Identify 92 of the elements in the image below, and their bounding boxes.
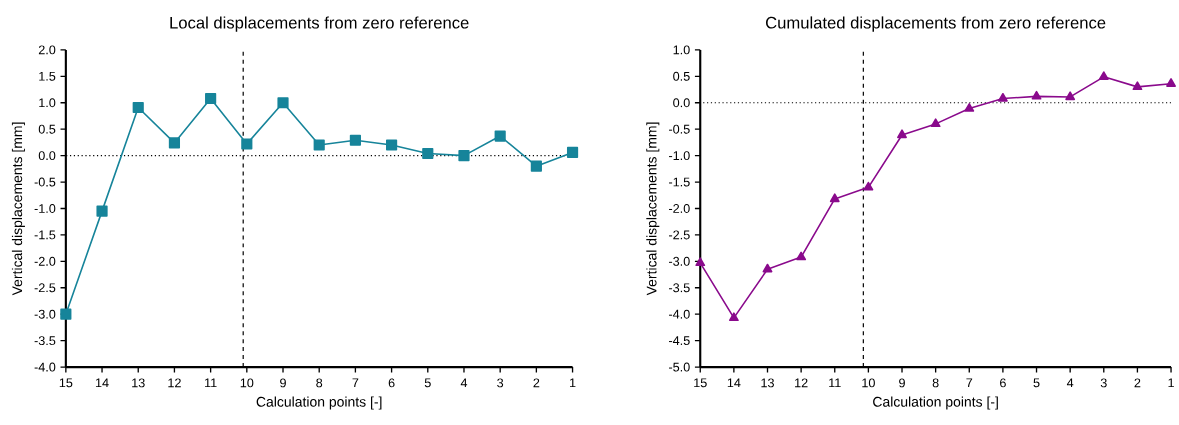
y-tick-label: -1.0 xyxy=(669,151,690,161)
point xyxy=(96,205,108,217)
y-tick-label: 0.5 xyxy=(673,71,690,81)
point xyxy=(762,263,773,273)
y-tick-label: -3.5 xyxy=(669,283,690,293)
x-tick-label: 11 xyxy=(205,378,217,388)
x-tick-label: 3 xyxy=(1100,378,1107,388)
point xyxy=(530,160,542,172)
y-tick-label: -1.5 xyxy=(669,177,690,187)
x-tick-label: 2 xyxy=(1134,378,1141,388)
x-tick-label: 5 xyxy=(424,378,431,388)
point xyxy=(796,251,807,261)
y-tick-label: -3.0 xyxy=(669,256,690,266)
y-tick-label: -4.5 xyxy=(669,336,690,346)
point xyxy=(930,118,941,128)
x-tick-label: 8 xyxy=(316,378,323,388)
chart-title: Cumulated displacements from zero reference xyxy=(766,16,1106,32)
point xyxy=(1132,81,1143,91)
x-tick-label: 5 xyxy=(1033,378,1040,388)
y-tick-label: -1.5 xyxy=(34,230,56,240)
x-axis-title: Calculation points [-] xyxy=(256,396,382,410)
y-tick-label: 0.0 xyxy=(38,151,56,161)
x-tick-label: 6 xyxy=(1000,378,1006,388)
point xyxy=(241,138,253,150)
x-tick-label: 1 xyxy=(570,378,576,388)
point xyxy=(695,257,706,267)
x-tick-label: 9 xyxy=(280,378,286,388)
x-tick-label: 7 xyxy=(352,378,359,388)
chart-title: Local displacements from zero reference xyxy=(170,16,469,32)
point xyxy=(897,129,907,139)
x-tick-label: 13 xyxy=(761,378,774,388)
x-tick-label: 11 xyxy=(829,378,841,388)
y-axis-title: Vertical displacements [mm] xyxy=(646,122,660,296)
y-tick-label: -2.0 xyxy=(669,204,690,213)
x-tick-label: 14 xyxy=(727,378,741,388)
x-tick-label: 12 xyxy=(168,378,181,388)
y-tick-label: -0.5 xyxy=(34,177,56,187)
y-tick-label: 1.0 xyxy=(39,98,56,108)
point xyxy=(313,139,325,151)
y-tick-label: -2.5 xyxy=(669,230,690,240)
x-tick-label: 9 xyxy=(899,378,905,388)
point xyxy=(997,92,1008,102)
point xyxy=(829,193,840,203)
point xyxy=(1065,91,1076,101)
y-tick-label: -4.0 xyxy=(669,309,690,319)
y-tick-label: -0.5 xyxy=(669,124,690,134)
y-tick-label: 1.5 xyxy=(39,71,56,81)
y-tick-label: 1.0 xyxy=(673,45,690,55)
point xyxy=(494,130,506,142)
point xyxy=(422,147,434,160)
point xyxy=(1098,71,1109,81)
x-tick-label: 2 xyxy=(533,378,540,388)
x-tick-label: 15 xyxy=(694,378,707,388)
point xyxy=(1031,90,1042,100)
point xyxy=(132,101,144,114)
point xyxy=(863,181,874,191)
y-axis-title: Vertical displacements [mm] xyxy=(11,122,25,296)
y-tick-label: -2.5 xyxy=(34,283,56,293)
x-tick-label: 14 xyxy=(95,378,109,388)
point xyxy=(205,92,217,105)
point xyxy=(566,146,579,159)
point xyxy=(458,150,470,162)
x-tick-label: 1 xyxy=(1168,378,1174,388)
y-tick-label: -1.0 xyxy=(34,204,56,213)
x-tick-label: 7 xyxy=(966,378,973,388)
x-tick-label: 15 xyxy=(59,378,73,388)
y-tick-label: -5.0 xyxy=(669,362,690,372)
x-tick-label: 12 xyxy=(795,378,808,388)
x-tick-label: 10 xyxy=(862,378,875,388)
point xyxy=(277,97,289,109)
x-tick-label: 13 xyxy=(132,378,145,388)
point xyxy=(964,103,975,112)
y-tick-label: 0.0 xyxy=(673,98,690,108)
x-tick-label: 6 xyxy=(388,378,395,388)
x-tick-label: 4 xyxy=(460,378,468,388)
y-tick-label: -3.0 xyxy=(34,309,56,319)
y-tick-label: -3.5 xyxy=(34,336,56,346)
point xyxy=(60,308,72,320)
y-tick-label: 0.5 xyxy=(38,124,56,134)
x-tick-label: 4 xyxy=(1066,378,1074,388)
y-tick-label: 2.0 xyxy=(38,45,56,55)
point xyxy=(728,312,739,322)
point xyxy=(349,134,361,146)
point xyxy=(1166,78,1176,87)
y-tick-label: -2.0 xyxy=(34,256,56,266)
x-tick-label: 8 xyxy=(932,378,939,388)
x-tick-label: 10 xyxy=(240,378,254,388)
point xyxy=(386,139,398,151)
x-axis-title: Calculation points [-] xyxy=(873,396,998,410)
y-tick-label: -4.0 xyxy=(34,362,56,372)
x-tick-label: 3 xyxy=(497,378,504,388)
point xyxy=(168,137,181,149)
